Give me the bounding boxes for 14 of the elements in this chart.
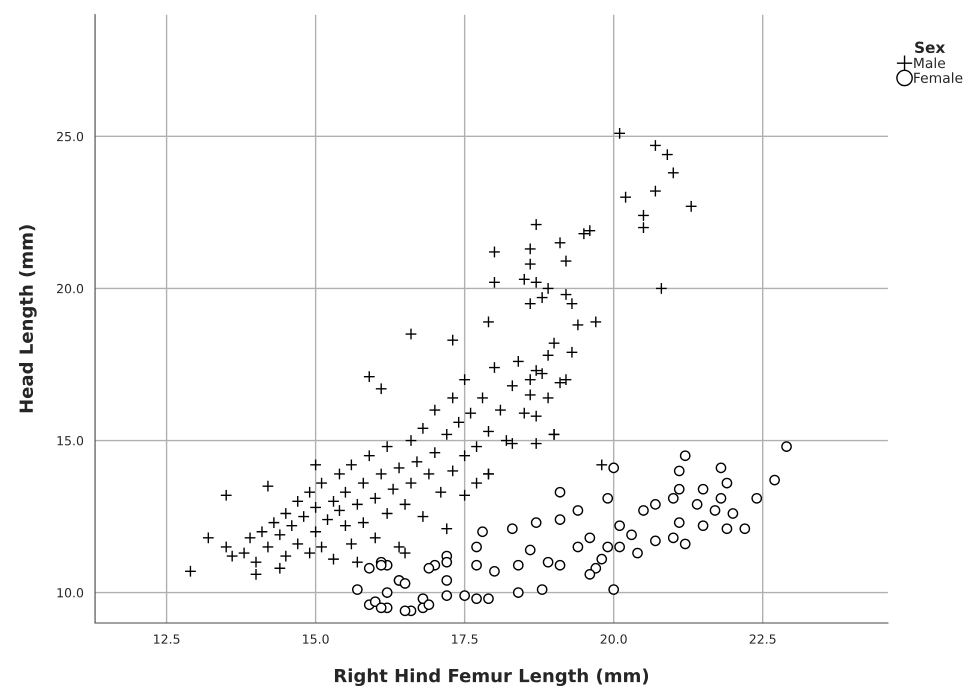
legend-label: Female — [914, 72, 962, 84]
y-axis-title: Head Length (mm) — [19, 225, 37, 412]
y-tick-label: 25.0 — [57, 132, 84, 142]
y-tick-label: 10.0 — [57, 588, 84, 598]
y-tick-label: 15.0 — [57, 436, 84, 446]
x-tick-label: 15.0 — [303, 634, 329, 644]
legend-label: Male — [914, 57, 946, 68]
legend-title: Sex — [915, 42, 946, 54]
y-tick-label: 20.0 — [57, 284, 84, 294]
x-tick-label: 20.0 — [600, 634, 627, 644]
x-axis-title: Right Hind Femur Length (mm) — [334, 668, 648, 686]
x-tick-label: 12.5 — [154, 634, 180, 644]
x-tick-label: 17.5 — [452, 634, 478, 644]
x-tick-label: 22.5 — [750, 634, 776, 644]
